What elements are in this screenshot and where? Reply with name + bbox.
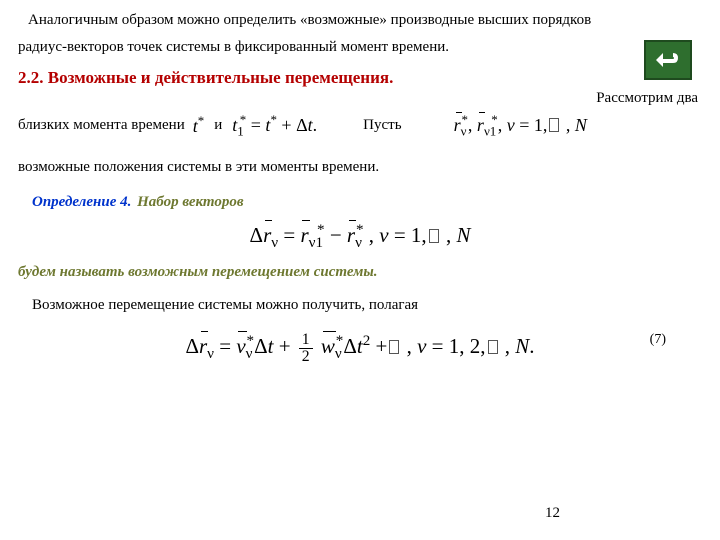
math-t1-eq: t1* = t* + Δt. bbox=[232, 111, 317, 141]
math-r-list: rν*, rν1*, ν = 1, , N bbox=[454, 111, 587, 141]
close-moments: близких момента времени bbox=[18, 115, 185, 136]
definition-body: Набор векторов bbox=[137, 194, 243, 210]
page-number: 12 bbox=[545, 505, 560, 522]
section-heading: 2.2. Возможные и действительные перемеще… bbox=[18, 66, 393, 90]
definition-label: Определение 4. bbox=[32, 194, 131, 210]
definition-tail: будем называть возможным перемещением си… bbox=[18, 262, 702, 283]
intro-line-1: Аналогичным образом можно определить «во… bbox=[18, 10, 702, 31]
let: Пусть bbox=[363, 115, 401, 136]
math-t-star: t* bbox=[193, 112, 205, 139]
return-button[interactable] bbox=[644, 40, 692, 80]
obtain-line: Возможное перемещение системы можно полу… bbox=[18, 295, 702, 316]
possible-positions: возможные положения системы в эти момент… bbox=[18, 157, 702, 178]
intro-line-2: радиус-векторов точек системы в фиксиров… bbox=[18, 37, 449, 58]
and: и bbox=[214, 115, 222, 136]
equation-number: (7) bbox=[650, 330, 666, 350]
return-arrow-icon bbox=[653, 49, 683, 71]
consider-two: Рассмотрим два bbox=[596, 88, 698, 109]
eq-delta-r: Δrν = rν1* − rν* , ν = 1, , N bbox=[18, 219, 702, 254]
eq-taylor: Δrν = vν*Δt + 12 wν*Δt2 + , ν = 1, 2, , … bbox=[18, 330, 702, 365]
